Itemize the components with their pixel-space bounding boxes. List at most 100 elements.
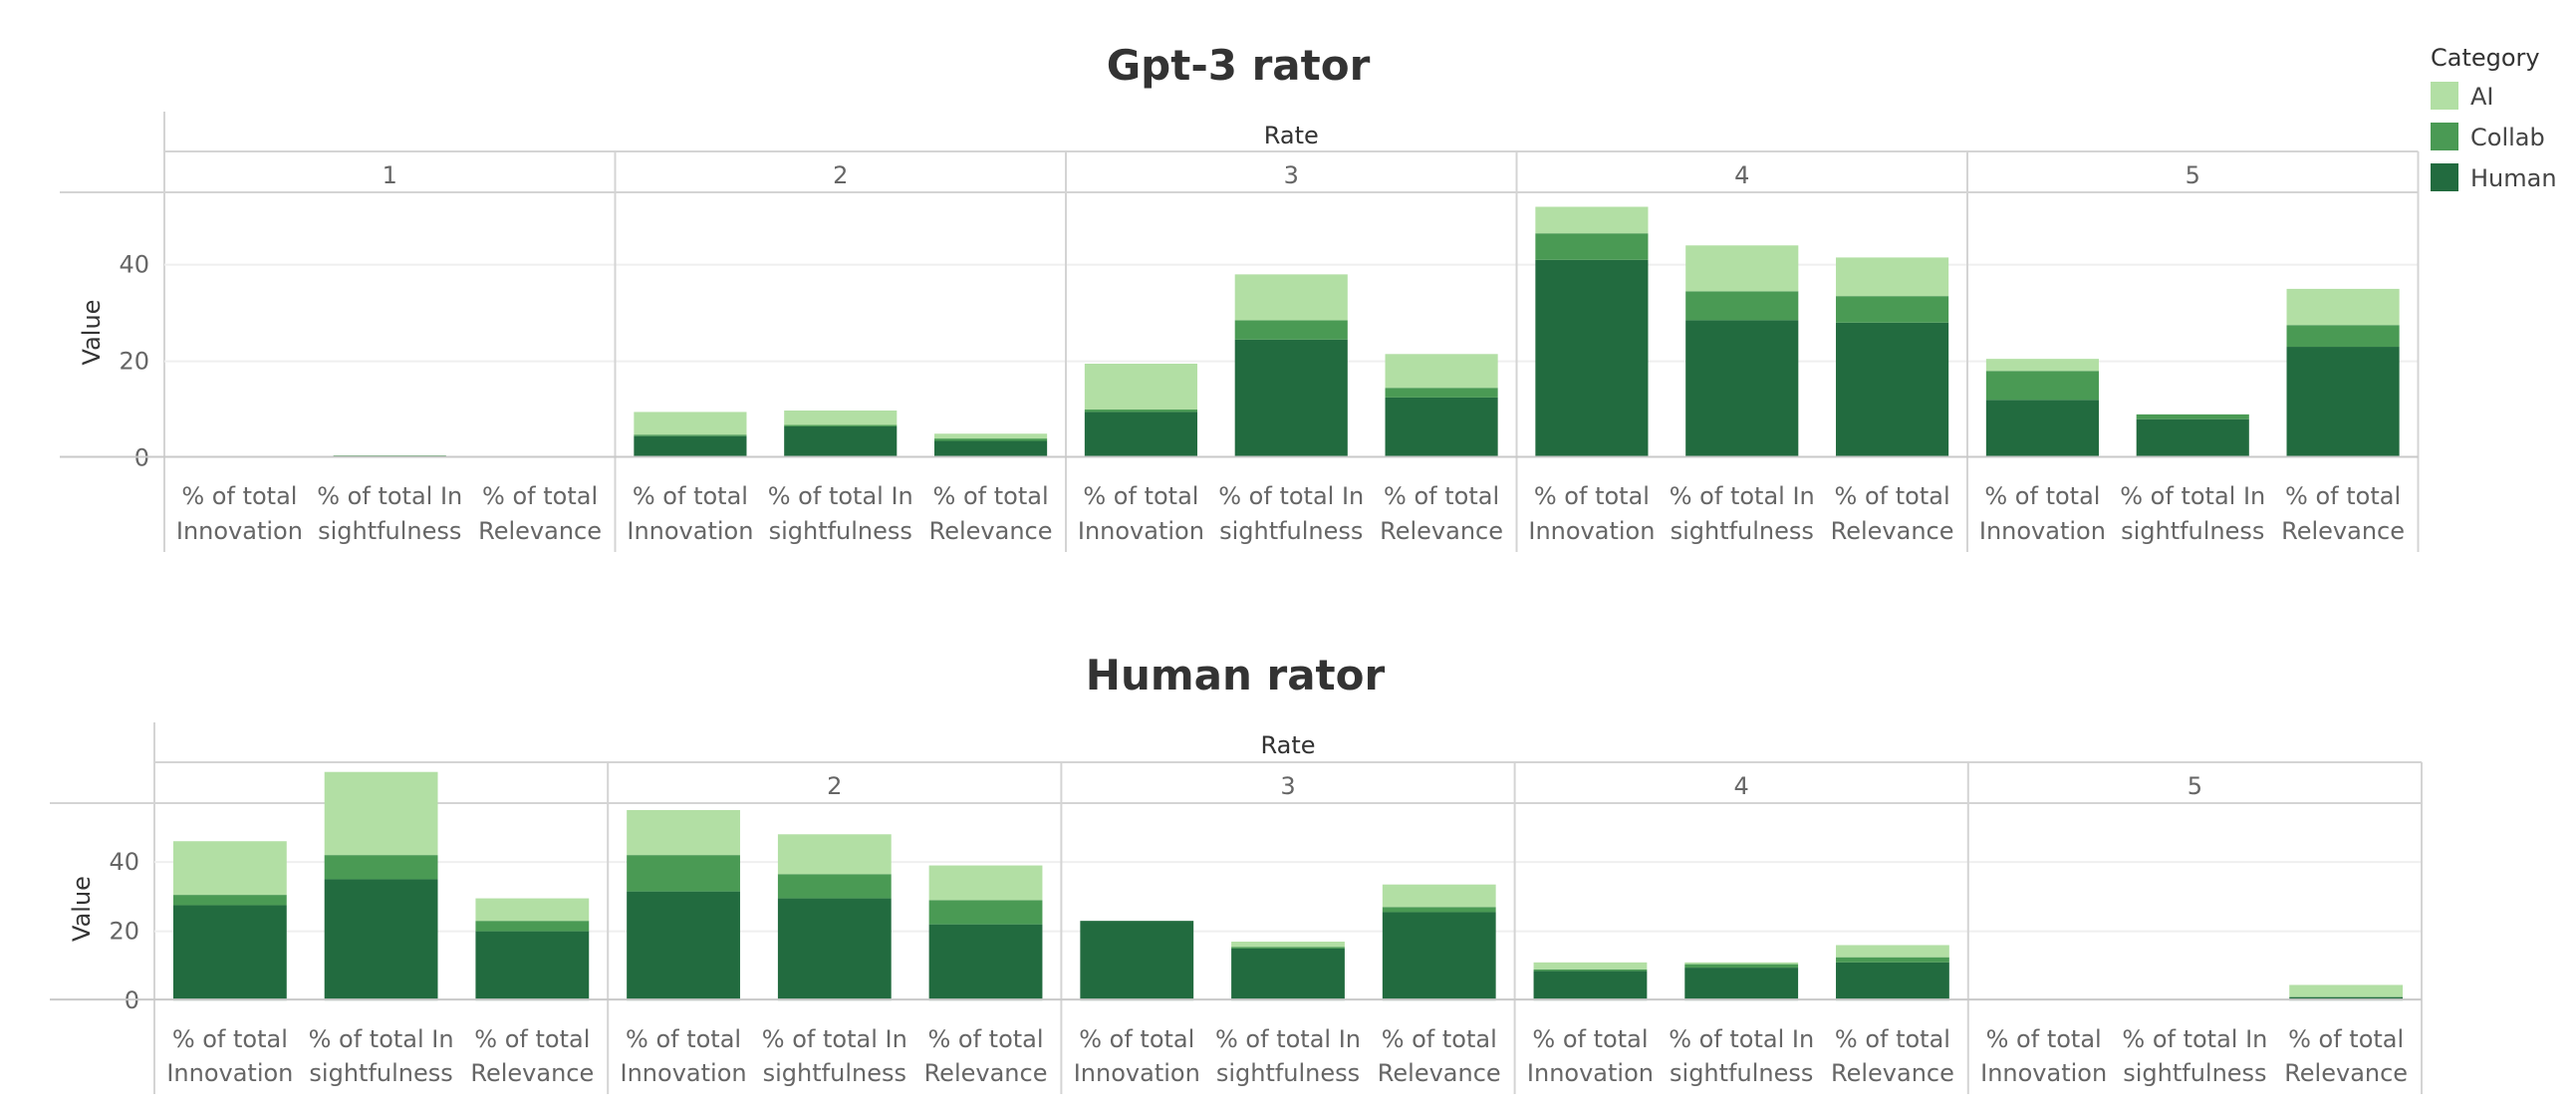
bar-ai [1234,274,1348,321]
bar-human [1533,971,1648,1001]
bar-human [784,425,898,458]
x-tick-label: sightfulness [1219,517,1363,545]
legend-swatch-human [2431,163,2458,191]
x-tick-label: Innovation [1979,517,2106,545]
legend: Category AI Collab Human [2431,44,2557,192]
x-tick-label: sightfulness [769,517,912,545]
bar-ai [1231,942,1345,948]
bar-ai [634,412,747,435]
bar-ai [172,841,287,896]
bar-collab [172,895,287,906]
x-tick-label: Relevance [470,1059,594,1087]
x-tick-label: % of total [1532,1025,1648,1053]
facet-label: 3 [1280,772,1295,800]
bar-human [634,435,747,458]
bar-collab [1231,947,1345,949]
legend-swatch-ai [2431,82,2458,110]
x-tick-label: sightfulness [1216,1059,1360,1087]
bar-collab [1685,291,1799,321]
x-tick-label: % of total In [309,1025,454,1053]
bar-collab [784,424,898,426]
bar-collab [1385,388,1498,398]
x-tick-label: Innovation [1528,517,1655,545]
facet-label: 4 [1734,161,1749,189]
x-tick-label: % of total In [768,482,913,510]
x-tick-label: % of total [927,1025,1043,1053]
bar-human [1080,921,1194,1001]
chart-1: Gpt-3 ratorRate02040Value1% of totalInno… [60,41,2420,552]
bar-ai [1684,962,1799,965]
bar-ai [324,771,438,856]
x-tick-label: Relevance [924,1059,1048,1087]
bar-human [1684,968,1799,1001]
bar-ai [1382,884,1496,908]
facet-label: 5 [2186,161,2200,189]
x-tick-label: Relevance [1380,517,1503,545]
bar-collab [627,855,740,892]
x-tick-label: sightfulness [2121,517,2264,545]
bar-ai [1084,363,1197,411]
legend-label-ai: AI [2470,83,2494,111]
bar-ai [1385,354,1498,389]
x-tick-label: % of total In [1669,1025,1814,1053]
bar-human [1231,948,1345,1001]
bar-ai [928,865,1043,901]
bar-ai [777,834,892,875]
legend-title: Category [2431,44,2540,72]
y-tick-label: 20 [109,918,139,946]
x-tick-label: % of total [933,482,1049,510]
x-tick-label: Relevance [929,517,1053,545]
x-tick-label: Innovation [176,517,303,545]
x-tick-label: sightfulness [1671,517,1814,545]
bar-collab [475,921,590,932]
bar-ai [784,410,898,425]
x-tick-label: Relevance [2284,1059,2408,1087]
x-tick-label: % of total [1835,482,1950,510]
y-tick-label: 40 [109,848,139,876]
bar-human [1382,912,1496,1001]
x-tick-label: % of total In [1670,482,1815,510]
x-tick-label: % of total [1083,482,1198,510]
x-tick-label: % of total In [1215,1025,1361,1053]
x-tick-label: % of total [474,1025,590,1053]
y-tick-label: 20 [119,348,149,376]
bar-collab [1234,320,1348,340]
x-tick-label: Innovation [621,1059,747,1087]
bar-human [1234,339,1348,458]
bar-human [627,891,740,1001]
bar-ai [1985,359,2099,372]
bar-human [172,905,287,1001]
x-tick-label: Relevance [1378,1059,1501,1087]
bar-human [1084,412,1197,458]
x-tick-label: % of total [1384,482,1499,510]
bar-collab [2136,414,2249,419]
legend-swatch-collab [2431,123,2458,150]
bar-collab [324,855,438,880]
x-tick-label: % of total In [762,1025,907,1053]
y-axis-title: Value [78,300,106,366]
bar-human [1685,320,1799,458]
legend-label-collab: Collab [2470,124,2545,151]
facet-panel-4: 4 % of total Innovation % of total In sightf… [1528,151,1968,552]
x-tick-label: % of total In [2120,482,2265,510]
bar-human [928,924,1043,1001]
x-tick-label: Relevance [1831,1059,1954,1087]
x-tick-label: % of total [626,1025,741,1053]
y-axis-title: Value [68,876,96,942]
x-tick-label: % of total [482,482,598,510]
x-tick-label: % of total [1534,482,1650,510]
facet-panel-3: 3 % of total Innovation % of total In sightf… [1074,762,1516,1094]
legend-items: AI Collab Human [2431,82,2557,192]
bar-collab [2286,325,2400,348]
x-tick-label: Innovation [1980,1059,2107,1087]
x-tick-label: % of total In [1218,482,1364,510]
bar-human [1385,397,1498,458]
x-tick-label: % of total [172,1025,288,1053]
facet-panel-2: 2 % of total Innovation % of total In sightf… [621,762,1063,1094]
bar-collab [1684,964,1799,969]
facet-panel-5: 5 % of total Innovation % of total In sightf… [1980,762,2423,1094]
facet-label: 1 [383,161,397,189]
bar-ai [1535,206,1649,234]
x-tick-label: sightfulness [1670,1059,1813,1087]
